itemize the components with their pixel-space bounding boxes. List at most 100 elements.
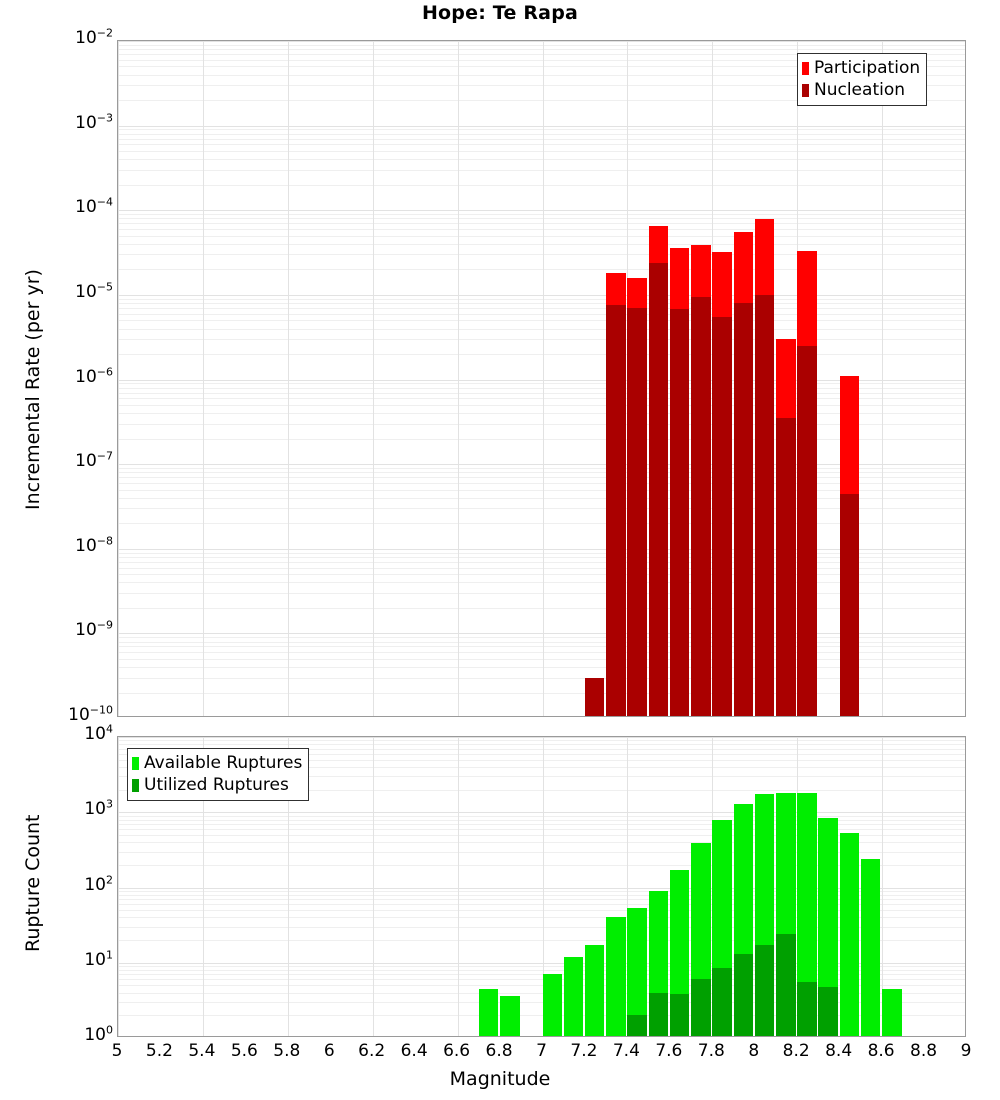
legend-swatch-icon <box>802 83 809 97</box>
available-ruptures-bar <box>584 945 605 1036</box>
bar-group <box>712 737 732 1036</box>
available-ruptures-bar <box>627 908 647 1036</box>
legend-swatch-icon <box>132 756 139 770</box>
x-axis-tick-label: 5 <box>111 1041 123 1061</box>
bar-group <box>733 41 754 716</box>
top-legend-entry[interactable]: Nucleation <box>802 79 920 101</box>
nucleation-bar <box>584 677 605 716</box>
nucleation-bar <box>712 316 732 716</box>
utilized-ruptures-bar <box>776 934 796 1036</box>
x-axis-tick-label: 5.8 <box>273 1041 301 1061</box>
bar-group <box>521 737 541 1036</box>
bar-group <box>606 737 626 1036</box>
nucleation-bar <box>691 296 711 716</box>
bar-group <box>584 41 605 716</box>
bar-group <box>478 737 499 1036</box>
bar-group <box>733 737 754 1036</box>
x-axis-tick-label: 5.2 <box>145 1041 173 1061</box>
utilized-ruptures-bar <box>797 982 817 1036</box>
bar-group <box>669 41 690 716</box>
bar-group <box>860 737 881 1036</box>
utilized-ruptures-bar <box>691 979 711 1036</box>
top-y-axis-title: Incremental Rate (per yr) <box>22 269 44 510</box>
y-axis-tick-label: 104 <box>84 722 113 744</box>
utilized-ruptures-bar <box>733 954 754 1036</box>
legend-swatch-icon <box>802 61 809 75</box>
x-axis-tick-label: 8.4 <box>825 1041 853 1061</box>
bottom-legend-entry[interactable]: Available Ruptures <box>132 752 302 774</box>
x-axis-tick-label: 6.4 <box>400 1041 428 1061</box>
nucleation-bar <box>627 308 647 716</box>
nucleation-bar <box>733 303 754 716</box>
x-axis-tick-label: 8.6 <box>867 1041 895 1061</box>
bar-group <box>839 737 860 1036</box>
top-legend-label: Nucleation <box>814 79 906 100</box>
bar-group <box>648 41 669 716</box>
y-axis-tick-label: 10−6 <box>75 364 113 387</box>
top-legend-label: Participation <box>814 57 921 78</box>
utilized-ruptures-bar <box>627 1015 647 1036</box>
legend-swatch-icon <box>132 778 139 792</box>
y-axis-tick-label: 102 <box>84 872 113 895</box>
bar-group <box>776 41 796 716</box>
bar-group <box>712 41 732 716</box>
bar-group <box>563 737 584 1036</box>
y-axis-tick-label: 103 <box>84 797 113 820</box>
incremental-rate-plot <box>117 40 966 717</box>
x-axis-tick-label: 9 <box>960 1041 972 1061</box>
x-axis-tick-label: 7.2 <box>570 1041 598 1061</box>
x-axis-title: Magnitude <box>449 1068 551 1090</box>
bar-group <box>776 737 796 1036</box>
available-ruptures-bar <box>818 818 838 1036</box>
bottom-legend-entry[interactable]: Utilized Ruptures <box>132 774 302 796</box>
available-ruptures-bar <box>500 996 520 1036</box>
top-legend-entry[interactable]: Participation <box>802 57 920 79</box>
top-bar-series <box>118 41 965 716</box>
bar-group <box>542 737 563 1036</box>
y-axis-tick-label: 10−10 <box>68 703 113 725</box>
x-axis-tick-label: 7.4 <box>612 1041 640 1061</box>
x-axis-tick-label: 5.6 <box>230 1041 258 1061</box>
nucleation-bar <box>797 345 817 716</box>
available-ruptures-bar <box>563 956 584 1036</box>
bottom-legend-label: Available Ruptures <box>144 752 303 773</box>
bar-group <box>584 737 605 1036</box>
page-title: Hope: Te Rapa <box>421 2 579 24</box>
utilized-ruptures-bar <box>669 994 690 1036</box>
bar-group <box>606 41 626 716</box>
nucleation-bar <box>839 493 860 716</box>
y-axis-tick-label: 10−5 <box>75 280 113 302</box>
bar-group <box>648 737 669 1036</box>
nucleation-bar <box>776 418 796 716</box>
x-axis-tick-label: 6.6 <box>443 1041 471 1061</box>
x-axis-tick-label: 7.6 <box>655 1041 683 1061</box>
bottom-legend-label: Utilized Ruptures <box>144 774 289 795</box>
available-ruptures-bar <box>860 858 881 1036</box>
nucleation-bar <box>606 305 626 716</box>
bar-group <box>882 737 902 1036</box>
x-axis-tick-label: 5.4 <box>188 1041 216 1061</box>
x-axis-tick-label: 6 <box>323 1041 335 1061</box>
utilized-ruptures-bar <box>648 992 669 1036</box>
bar-group <box>627 41 647 716</box>
utilized-ruptures-bar <box>712 968 732 1036</box>
nucleation-bar <box>669 309 690 716</box>
y-axis-tick-label: 10−4 <box>75 195 113 218</box>
y-axis-tick-label: 10−8 <box>75 534 113 556</box>
bottom-legend: Available Ruptures Utilized Ruptures <box>127 748 310 801</box>
x-axis-tick-label: 7 <box>536 1041 547 1061</box>
y-axis-tick-label: 10−7 <box>75 449 113 472</box>
bar-group <box>797 41 817 716</box>
available-ruptures-bar <box>839 833 860 1036</box>
utilized-ruptures-bar <box>754 945 775 1036</box>
bottom-y-axis-title: Rupture Count <box>22 814 44 953</box>
available-ruptures-bar <box>882 988 902 1036</box>
bar-group <box>691 41 711 716</box>
y-axis-tick-label: 101 <box>84 948 113 970</box>
bar-group <box>754 737 775 1036</box>
bottom-bar-series <box>118 737 965 1036</box>
bar-group <box>669 737 690 1036</box>
bar-group <box>691 737 711 1036</box>
x-axis-tick-label: 8.8 <box>910 1041 938 1061</box>
